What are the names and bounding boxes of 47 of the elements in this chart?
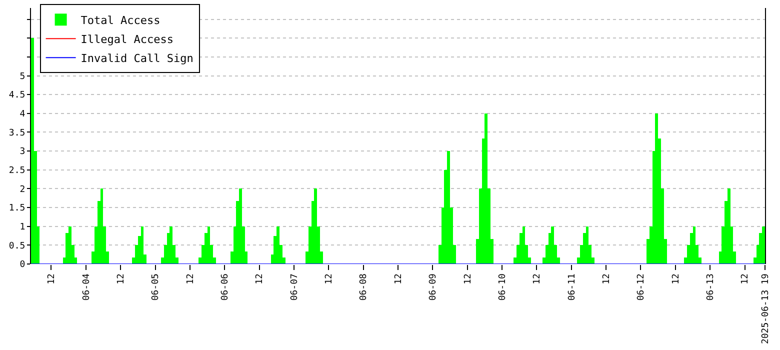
bar <box>762 226 765 264</box>
legend-label: Invalid Call Sign <box>80 52 194 65</box>
x-tick-label: 06-13 <box>706 274 716 301</box>
bar <box>31 38 34 264</box>
x-tick-label: 06-11 <box>567 274 578 301</box>
x-tick-label: 12 <box>47 274 58 284</box>
y-tick-label: 1 <box>20 222 26 232</box>
x-tick-label: 12 <box>324 274 335 284</box>
y-tick-label: 4.5 <box>8 90 26 101</box>
x-tick-label: 06-06 <box>220 274 231 301</box>
bar <box>68 226 72 264</box>
y-tick-label: 2 <box>20 184 26 195</box>
bar <box>727 188 730 264</box>
bar <box>314 188 318 264</box>
y-tick-label: 5 <box>20 72 26 82</box>
x-tick-label: 12 <box>740 274 751 284</box>
legend-label: Total Access <box>80 14 160 27</box>
x-tick-label: 12 <box>602 274 612 284</box>
x-tick-label: 12 <box>671 274 682 284</box>
x-tick-label: 06-12 <box>636 274 647 301</box>
x-tick-label: 12 <box>186 274 196 284</box>
bar <box>447 151 450 264</box>
x-tick-label: 12 <box>463 274 474 284</box>
x-tick-label: 12 <box>394 274 404 284</box>
x-tick-label: 06-04 <box>82 274 92 301</box>
y-tick-label: 3 <box>20 147 26 158</box>
y-tick-label: 0 <box>20 260 26 270</box>
y-tick-label: 0.5 <box>8 241 26 252</box>
y-tick-label: 1.5 <box>8 204 26 214</box>
bar <box>276 226 280 264</box>
x-tick-label: 2025-06-13 19 <box>760 274 771 344</box>
bar <box>170 226 173 264</box>
x-tick-label: 06-10 <box>498 274 508 301</box>
bar <box>551 226 554 264</box>
x-tick-label: 12 <box>255 274 266 284</box>
x-tick-label: 12 <box>532 274 543 284</box>
x-tick-label: 06-05 <box>151 274 162 301</box>
x-tick-label: 12 <box>116 274 127 284</box>
legend-label: Illegal Access <box>80 32 174 46</box>
x-tick-label: 06-07 <box>290 274 300 301</box>
bar <box>239 188 242 264</box>
bar <box>484 113 488 264</box>
y-tick-label: 2.5 <box>8 166 26 176</box>
x-tick-label: 06-08 <box>359 274 370 301</box>
y-tick-label: 3.5 <box>8 128 26 138</box>
x-tick-label: 06-09 <box>428 274 439 301</box>
y-tick-label: 4 <box>20 110 26 120</box>
